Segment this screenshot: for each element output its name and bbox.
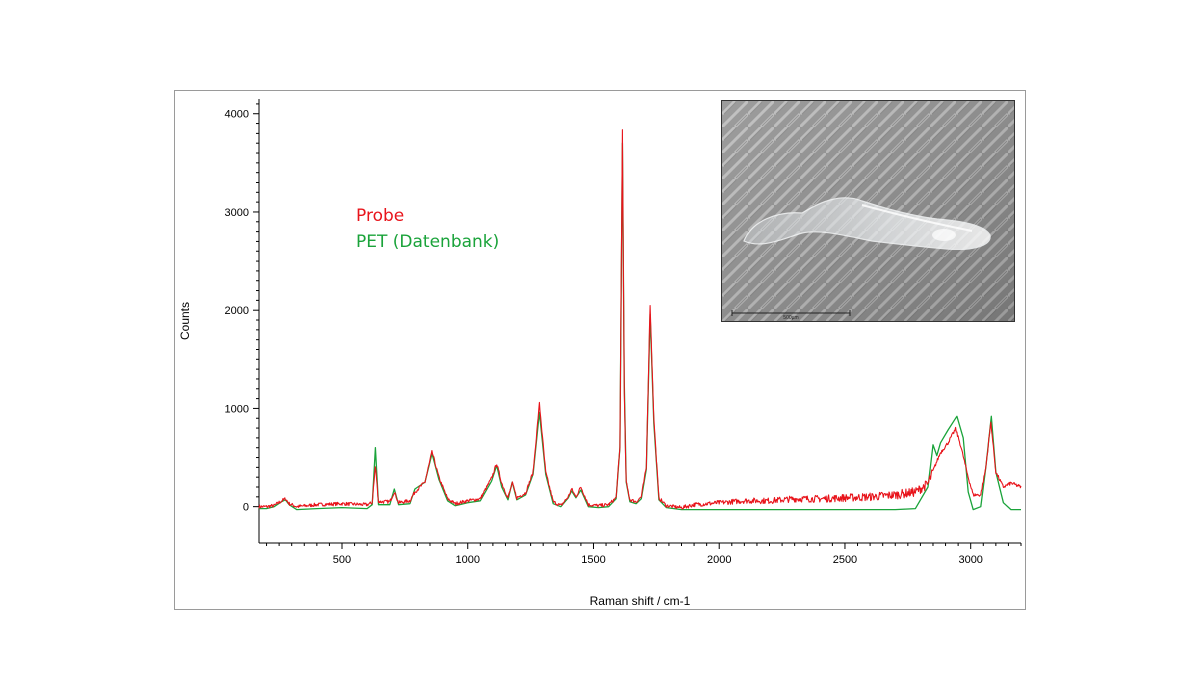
x-tick-label: 500 (333, 554, 351, 566)
series-line-probe (258, 129, 1022, 510)
particle-shape (743, 197, 991, 251)
y-tick-label: 1000 (225, 403, 249, 415)
spectrum-plot: 0 1000 2000 3000 4000 500 1000 1500 2000 2500 3000… (178, 99, 1022, 608)
x-tick-label: 2500 (833, 554, 857, 566)
sample-micrograph-inset: 500µm (721, 100, 1015, 322)
x-axis-label: Raman shift / cm-1 (590, 594, 691, 608)
scale-bar-label: 500µm (783, 315, 798, 321)
x-tick-label: 3000 (958, 554, 982, 566)
y-tick-label: 2000 (225, 305, 249, 317)
legend-pet: PET (Datenbank) (356, 232, 499, 252)
legend-probe: Probe (356, 206, 404, 226)
x-tick-label: 1000 (455, 554, 479, 566)
y-tick-label: 0 (243, 502, 249, 514)
series-line-pet (259, 142, 1021, 511)
axes-group: 0 1000 2000 3000 4000 500 1000 1500 2000 2500 3000 (225, 99, 1022, 566)
y-tick-label: 3000 (225, 207, 249, 219)
x-tick-label: 1500 (581, 554, 605, 566)
x-tick-label: 2000 (707, 554, 731, 566)
spectrum-figure: 0 1000 2000 3000 4000 500 1000 1500 2000 2500 3000… (174, 90, 1026, 610)
micrograph-image: 500µm (722, 101, 1014, 321)
y-axis-label: Counts (178, 302, 192, 340)
series-group (258, 129, 1022, 511)
y-tick-label: 4000 (225, 109, 249, 121)
